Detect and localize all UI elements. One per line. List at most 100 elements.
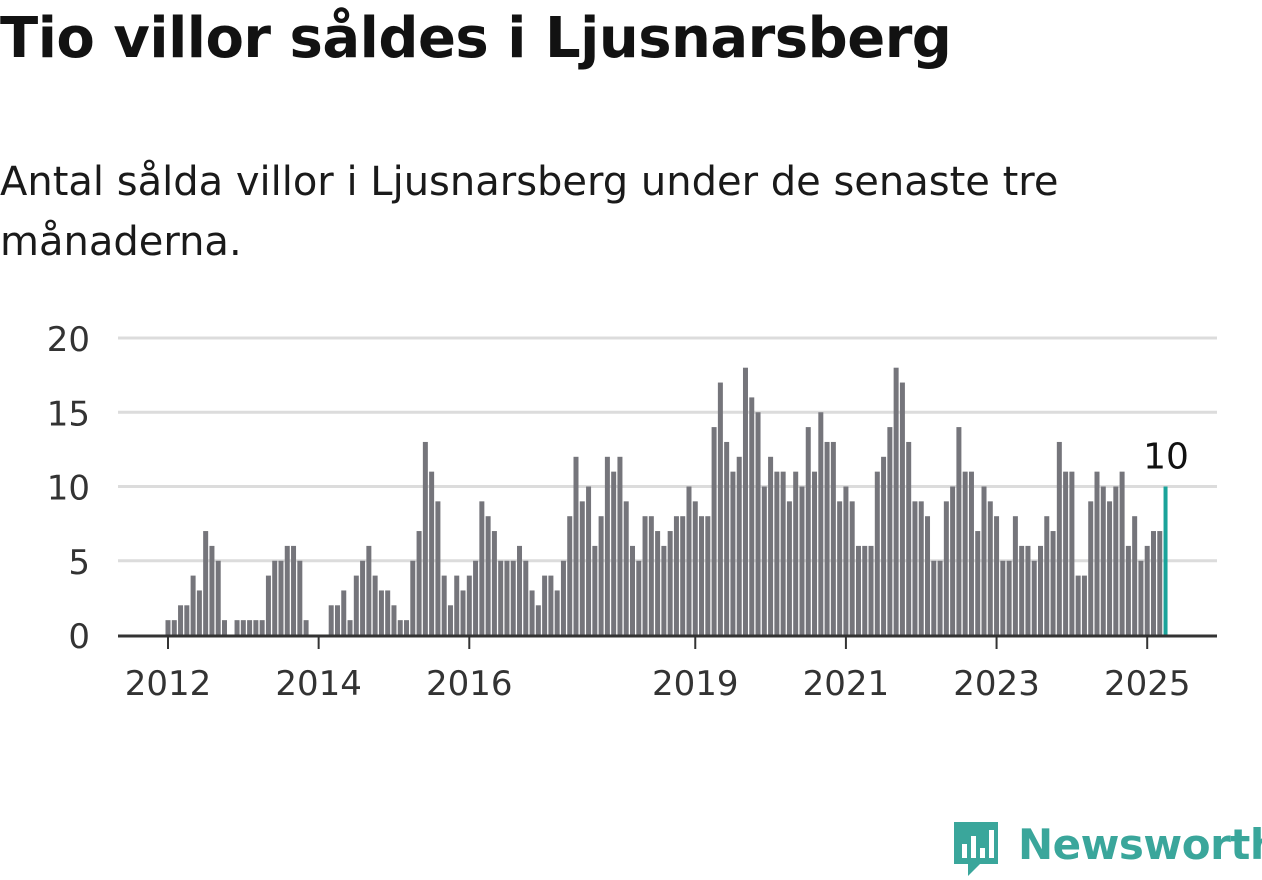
bar bbox=[347, 620, 353, 635]
bar bbox=[297, 560, 303, 635]
x-axis-ticks: 2012 2014 2016 2019 2021 2023 2025 bbox=[125, 637, 1190, 704]
bar bbox=[906, 441, 912, 635]
grid-layer bbox=[118, 336, 1217, 563]
bar bbox=[655, 531, 661, 635]
brand-name: Newsworthy bbox=[1018, 820, 1262, 869]
bar bbox=[586, 486, 592, 635]
bar bbox=[253, 620, 259, 635]
bar bbox=[742, 367, 748, 635]
bar bbox=[1056, 441, 1062, 635]
bar bbox=[517, 545, 523, 635]
bar bbox=[950, 486, 956, 635]
y-tick-label: 20 bbox=[47, 320, 90, 360]
bar bbox=[485, 516, 491, 635]
bar bbox=[479, 501, 485, 635]
bar bbox=[987, 501, 993, 635]
bar bbox=[943, 501, 949, 635]
bar bbox=[598, 516, 604, 635]
bar bbox=[648, 516, 654, 635]
bar bbox=[447, 605, 453, 635]
bar bbox=[617, 456, 623, 635]
bar bbox=[604, 456, 610, 635]
y-tick-label: 10 bbox=[47, 469, 90, 509]
newsworthy-logo-icon bbox=[954, 822, 998, 876]
bar bbox=[548, 575, 554, 635]
bar bbox=[535, 605, 541, 635]
bar bbox=[1044, 516, 1050, 635]
bar bbox=[673, 516, 679, 635]
bar bbox=[1144, 545, 1150, 635]
bar-latest bbox=[1163, 486, 1168, 635]
y-tick-label: 15 bbox=[47, 394, 90, 434]
chart-title: Tio villor såldes i Ljusnarsberg bbox=[0, 6, 952, 71]
y-tick-label: 5 bbox=[68, 543, 90, 583]
bar bbox=[1132, 516, 1138, 635]
bar bbox=[1019, 545, 1025, 635]
bar bbox=[717, 382, 723, 635]
bar bbox=[774, 471, 780, 635]
y-axis-ticks: 0 5 10 15 20 bbox=[47, 320, 90, 657]
bar bbox=[404, 620, 410, 635]
bar bbox=[592, 545, 598, 635]
bar bbox=[1050, 531, 1056, 635]
y-tick-label: 0 bbox=[68, 617, 90, 657]
x-tick-label: 2019 bbox=[652, 664, 739, 704]
bar bbox=[523, 560, 529, 635]
bar bbox=[422, 441, 428, 635]
bar bbox=[893, 367, 899, 635]
bar bbox=[410, 560, 416, 635]
bar bbox=[1125, 545, 1131, 635]
bar bbox=[786, 501, 792, 635]
bar bbox=[328, 605, 334, 635]
bar bbox=[849, 501, 855, 635]
bar bbox=[178, 605, 184, 635]
bar bbox=[925, 516, 931, 635]
bar bbox=[416, 531, 422, 635]
bar bbox=[667, 531, 673, 635]
bar bbox=[855, 545, 861, 635]
bar bbox=[196, 590, 202, 635]
bar bbox=[749, 397, 755, 635]
bar bbox=[705, 516, 711, 635]
bar bbox=[837, 501, 843, 635]
bar bbox=[843, 486, 849, 635]
bar bbox=[1031, 560, 1037, 635]
bar bbox=[491, 531, 497, 635]
bar bbox=[881, 456, 887, 635]
bar bbox=[1069, 471, 1075, 635]
bar bbox=[874, 471, 880, 635]
bar bbox=[303, 620, 309, 635]
bar bbox=[454, 575, 460, 635]
bar bbox=[830, 441, 836, 635]
bar bbox=[429, 471, 435, 635]
bar bbox=[1025, 545, 1031, 635]
bar bbox=[623, 501, 629, 635]
bar bbox=[435, 501, 441, 635]
bar bbox=[975, 531, 981, 635]
bar bbox=[265, 575, 271, 635]
bar bbox=[372, 575, 378, 635]
bar bbox=[824, 441, 830, 635]
bar bbox=[994, 516, 1000, 635]
bar bbox=[498, 560, 504, 635]
bar bbox=[812, 471, 818, 635]
x-tick-label: 2021 bbox=[803, 664, 890, 704]
bar bbox=[1038, 545, 1043, 635]
bar bbox=[510, 560, 516, 635]
bar bbox=[1081, 575, 1087, 635]
bar bbox=[360, 560, 366, 635]
bar bbox=[573, 456, 579, 635]
bar bbox=[686, 486, 692, 635]
bar bbox=[221, 620, 227, 635]
bar bbox=[397, 620, 403, 635]
x-tick-label: 2016 bbox=[426, 664, 513, 704]
bar bbox=[1088, 501, 1094, 635]
bar bbox=[630, 545, 635, 635]
bar bbox=[956, 427, 962, 635]
latest-value-label: 10 bbox=[1143, 437, 1189, 478]
bar bbox=[818, 412, 824, 635]
bar bbox=[1119, 471, 1125, 635]
bar bbox=[560, 560, 566, 635]
bar bbox=[1100, 486, 1106, 635]
x-tick-label: 2023 bbox=[953, 664, 1040, 704]
